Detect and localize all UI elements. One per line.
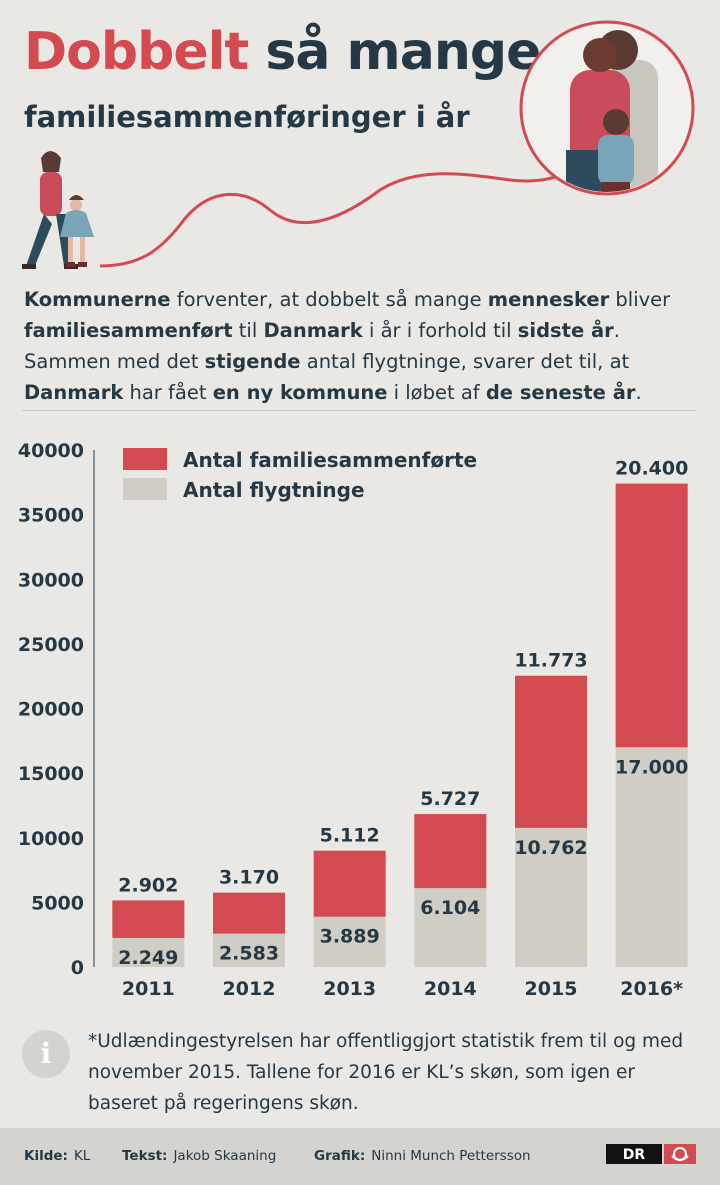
legend-label: Antal flygtninge (183, 478, 365, 502)
intro-text: antal flygtninge, svarer det til, at (300, 350, 630, 373)
x-tick-label: 2016* (620, 978, 683, 1000)
x-tick-label: 2013 (323, 978, 376, 1000)
intro-text: bliver (609, 288, 671, 311)
legend-swatch (123, 448, 167, 470)
footnote-text: *Udlændingestyrelsen har offentliggjort … (88, 1031, 684, 1114)
data-label-flygtninge: 10.762 (514, 837, 587, 859)
x-tick-label: 2014 (424, 978, 477, 1000)
y-tick-label: 0 (71, 957, 84, 979)
path-line (99, 168, 576, 268)
graphic-credit: Grafik: Ninni Munch Pettersson (314, 1148, 531, 1164)
intro-text: i løbet af (387, 381, 486, 404)
intro-bold: familiesammenført (24, 319, 233, 342)
bar-flygtninge (112, 937, 185, 967)
intro-bold: de seneste år (485, 381, 636, 404)
y-tick-label: 5000 (31, 892, 84, 914)
bar-familiesammenforte (515, 675, 587, 828)
page-title: Dobbelt så mange (24, 22, 541, 82)
data-label-familiesammenforte: 20.400 (615, 458, 688, 480)
data-label-flygtninge: 2.249 (118, 947, 178, 969)
source-label: Kilde: (24, 1148, 68, 1164)
data-label-familiesammenforte: 11.773 (514, 650, 587, 672)
data-label-familiesammenforte: 5.727 (420, 788, 480, 810)
stacked-bar-chart: 0 5000 10000 15000 20000 25000 30000 35000 40000… (18, 440, 688, 1000)
intro-bold: stigende (204, 350, 301, 373)
data-label-flygtninge: 17.000 (615, 756, 688, 778)
bar-familiesammenforte (313, 850, 386, 917)
intro-bold: Danmark (24, 381, 124, 404)
dr-logo-text: DR (623, 1147, 646, 1163)
y-tick-label: 25000 (18, 634, 84, 656)
source-value: KL (73, 1148, 91, 1164)
intro-bold: mennesker (487, 288, 610, 311)
y-tick-label: 10000 (18, 828, 84, 850)
intro-text: . (635, 381, 642, 404)
bar-flygtninge (515, 827, 587, 967)
bar-flygtninge (615, 747, 688, 967)
intro-bold: Danmark (263, 319, 363, 342)
data-label-familiesammenforte: 5.112 (320, 825, 380, 847)
y-tick-label: 15000 (18, 763, 84, 785)
x-tick-label: 2012 (223, 978, 276, 1000)
intro-text: . Sammen med det (24, 319, 620, 373)
y-tick-label: 35000 (18, 505, 84, 527)
bar-familiesammenforte (615, 483, 688, 748)
info-icon: i (22, 1030, 70, 1078)
bar-flygtninge (414, 888, 487, 967)
title-highlight: Dobbelt (24, 22, 249, 82)
hug-circle-icon (519, 20, 695, 196)
x-tick-label: 2011 (122, 978, 175, 1000)
intro-bold: sidste år (517, 319, 614, 342)
intro-text: i år i forhold til (362, 319, 518, 342)
text-label: Tekst: (122, 1148, 168, 1164)
text-value: Jakob Skaaning (173, 1148, 277, 1164)
legend-swatch (123, 478, 167, 500)
intro-paragraph: Kommunerne forventer, at dobbelt så mang… (24, 284, 704, 408)
family-illustration (22, 20, 695, 269)
intro-text: til (232, 319, 264, 342)
data-label-familiesammenforte: 3.170 (219, 867, 279, 889)
intro-text: forventer, at dobbelt så mange (170, 288, 488, 311)
bar-familiesammenforte (414, 814, 487, 889)
bar-familiesammenforte (112, 900, 185, 938)
dr-logo[interactable]: DR (606, 1144, 696, 1164)
data-label-flygtninge: 6.104 (420, 897, 480, 919)
divider (22, 410, 697, 411)
bar-flygtninge (213, 933, 285, 967)
x-tick-label: 2015 (525, 978, 578, 1000)
y-tick-label: 30000 (18, 569, 84, 591)
legend-label: Antal familiesammenførte (183, 448, 477, 472)
intro-bold: Kommunerne (24, 288, 171, 311)
title-rest: så mange (265, 22, 541, 82)
footer-bar: Kilde: KL Tekst: Jakob Skaaning Grafik: Nin… (0, 1128, 720, 1185)
graphic-label: Grafik: (314, 1148, 366, 1164)
source-credit: Kilde: KL (24, 1148, 90, 1164)
text-credit: Tekst: Jakob Skaaning (122, 1148, 276, 1164)
walking-child-icon (60, 195, 94, 267)
page-subtitle: familiesammenføringer i år (24, 100, 470, 134)
data-label-flygtninge: 3.889 (320, 926, 380, 948)
bar-familiesammenforte (213, 892, 285, 934)
y-tick-label: 40000 (18, 440, 84, 462)
y-tick-label: 20000 (18, 699, 84, 721)
data-label-flygtninge: 2.583 (219, 943, 279, 965)
data-label-familiesammenforte: 2.902 (118, 874, 178, 896)
intro-text: har fået (123, 381, 213, 404)
graphic-value: Ninni Munch Pettersson (371, 1148, 531, 1164)
bar-flygtninge (313, 916, 386, 967)
intro-bold: en ny kommune (212, 381, 388, 404)
